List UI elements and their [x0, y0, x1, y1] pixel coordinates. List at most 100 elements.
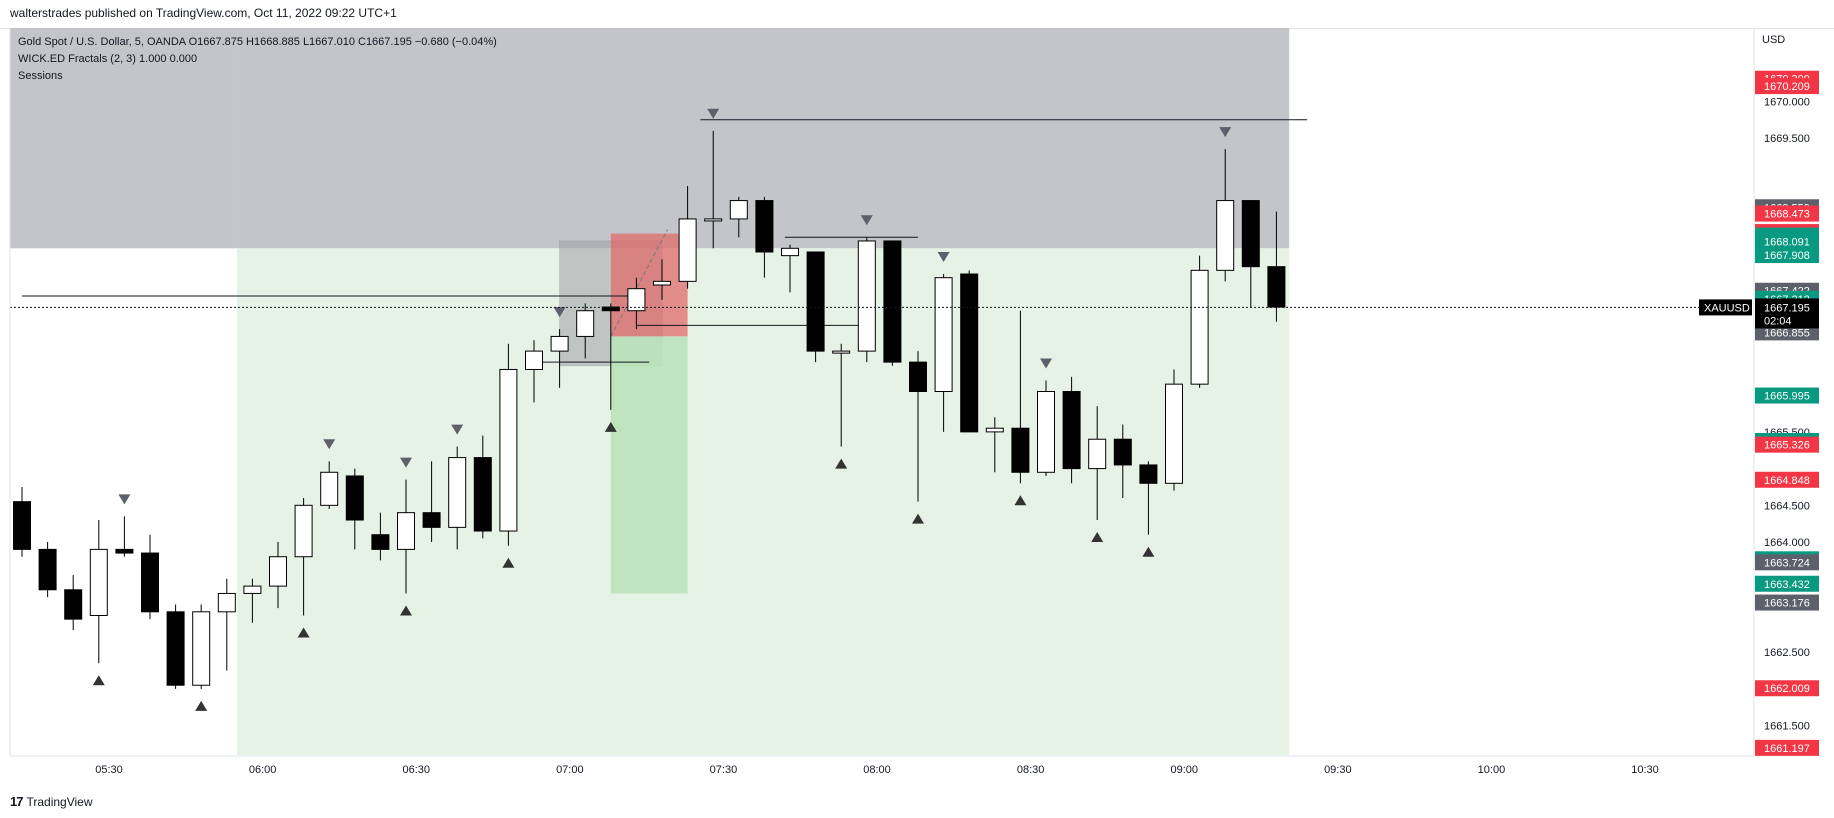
candle-body: [1267, 266, 1286, 308]
price-tag-label: 1663.176: [1764, 598, 1810, 610]
time-tick-label: 09:30: [1324, 764, 1352, 776]
candle-body: [371, 534, 390, 550]
candle-body: [934, 277, 953, 392]
price-tag-label: 1663.724: [1764, 557, 1810, 569]
fractal-down-marker: [1040, 358, 1052, 369]
fractal-up-marker: [195, 700, 208, 711]
candles: [13, 130, 1286, 689]
fractal-down-marker: [553, 307, 566, 318]
price-tag-box: [1755, 78, 1819, 95]
candle-body: [704, 218, 723, 222]
candle-body: [422, 512, 441, 528]
price-tick-label: 1662.500: [1764, 647, 1810, 659]
price-tag-label: 1668.473: [1764, 209, 1810, 221]
price-tag-box: [1755, 554, 1819, 571]
fractal-down-marker: [707, 108, 720, 119]
time-tick-label: 10:30: [1631, 764, 1659, 776]
fractal-down-marker: [1219, 127, 1232, 138]
price-tag-box: [1755, 680, 1819, 697]
time-tick-label: 05:30: [95, 764, 123, 776]
candle-body: [320, 471, 339, 506]
fractal-up-marker: [1014, 495, 1027, 506]
publisher-text: walterstrades published on TradingView.c…: [10, 6, 397, 20]
price-tag-label: 1663.432: [1764, 579, 1810, 591]
tradingview-logo[interactable]: 17 TradingView: [10, 794, 93, 809]
price-tick-label: 1664.500: [1764, 500, 1810, 512]
fractals-indicator-label[interactable]: WICK.ED Fractals (2, 3) 1.000 0.000: [18, 53, 198, 65]
price-tick-label: 1664.000: [1764, 537, 1810, 549]
price-chart[interactable]: USD1670.0001669.5001665.5001664.5001664.…: [0, 0, 1834, 790]
tradingview-logo-icon: 17: [10, 794, 24, 809]
candle-body: [64, 589, 83, 620]
candle-body: [141, 552, 159, 613]
candle-body: [576, 310, 595, 337]
time-tick-label: 07:30: [710, 764, 738, 776]
price-tick-label: 1669.500: [1764, 133, 1810, 145]
position-diagonal: [610, 229, 669, 337]
price-tag-box: [1755, 575, 1819, 592]
candle-body: [192, 611, 211, 686]
candle-body: [832, 350, 851, 354]
price-tag-label: 1661.197: [1764, 743, 1810, 755]
price-tag-box: [1755, 233, 1819, 250]
price-tick-label: 1661.500: [1764, 721, 1810, 733]
fractal-down-marker: [118, 494, 131, 505]
fractal-down-marker: [400, 457, 412, 468]
candle-body: [985, 427, 1004, 433]
candle-body: [678, 218, 697, 282]
candle-body: [1011, 427, 1030, 473]
fractal-up-marker: [835, 458, 848, 469]
time-axis[interactable]: 05:30 06:00 06:30 07:00 07:30 08:00 08:30 09:00…: [9, 28, 1754, 776]
price-tag-box: [1755, 387, 1819, 404]
countdown-label: 02:04: [1764, 315, 1792, 327]
price-axis[interactable]: USD1670.0001669.5001665.5001664.5001664.…: [1699, 28, 1819, 757]
price-tag-label: 1665.326: [1764, 440, 1810, 452]
candle-body: [627, 288, 646, 312]
price-tag-box: [1755, 739, 1819, 756]
session-box: [237, 248, 1290, 755]
price-tag-label: 1666.855: [1764, 327, 1810, 339]
session-box: [10, 28, 238, 249]
fractal-down-marker: [451, 424, 464, 435]
fractal-markers: [92, 108, 1232, 711]
candle-body: [729, 200, 748, 220]
time-tick-label: 06:00: [249, 764, 277, 776]
candle-body: [1241, 200, 1260, 268]
take-profit-zone: [610, 336, 688, 594]
time-tick-label: 09:00: [1170, 764, 1198, 776]
candle-body: [89, 548, 108, 616]
candle-body: [397, 512, 415, 550]
stop-loss-zone: [610, 233, 688, 337]
candle-body: [883, 240, 902, 363]
candle-body: [755, 200, 774, 253]
candle-body: [166, 611, 185, 686]
candle-body: [1088, 438, 1107, 470]
price-tag-box: [1755, 594, 1819, 611]
candle-body: [473, 457, 492, 532]
price-tag-box: [1755, 205, 1819, 222]
candle-body: [345, 475, 364, 521]
candle-body: [781, 247, 799, 257]
symbol-tag-box: [1699, 299, 1752, 316]
price-tag-label: 1668.091: [1764, 237, 1810, 249]
session-backgrounds: [10, 28, 1290, 755]
fractal-up-marker: [1091, 532, 1104, 543]
candle-body: [38, 548, 57, 591]
symbol-ohlc-line[interactable]: Gold Spot / U.S. Dollar, 5, OANDA O1667.…: [18, 36, 497, 48]
sessions-indicator-label[interactable]: Sessions: [18, 70, 63, 82]
fractal-down-marker: [860, 215, 873, 226]
tradingview-brand-text: TradingView: [26, 794, 93, 809]
price-tag-label: 1667.908: [1764, 250, 1810, 262]
candle-body: [1190, 269, 1209, 385]
fractal-up-marker: [400, 605, 412, 616]
symbol-tag-label: XAUUSD: [1704, 302, 1750, 314]
candle-body: [115, 548, 134, 554]
currency-label: USD: [1762, 34, 1785, 46]
last-price-tag-box: [1755, 298, 1819, 329]
candle-body: [1139, 464, 1158, 484]
time-tick-label: 06:30: [402, 764, 430, 776]
candle-body: [525, 350, 543, 370]
fractal-down-marker: [323, 439, 336, 450]
fractal-down-marker: [937, 252, 950, 263]
price-tag-label: 1662.009: [1764, 683, 1810, 695]
